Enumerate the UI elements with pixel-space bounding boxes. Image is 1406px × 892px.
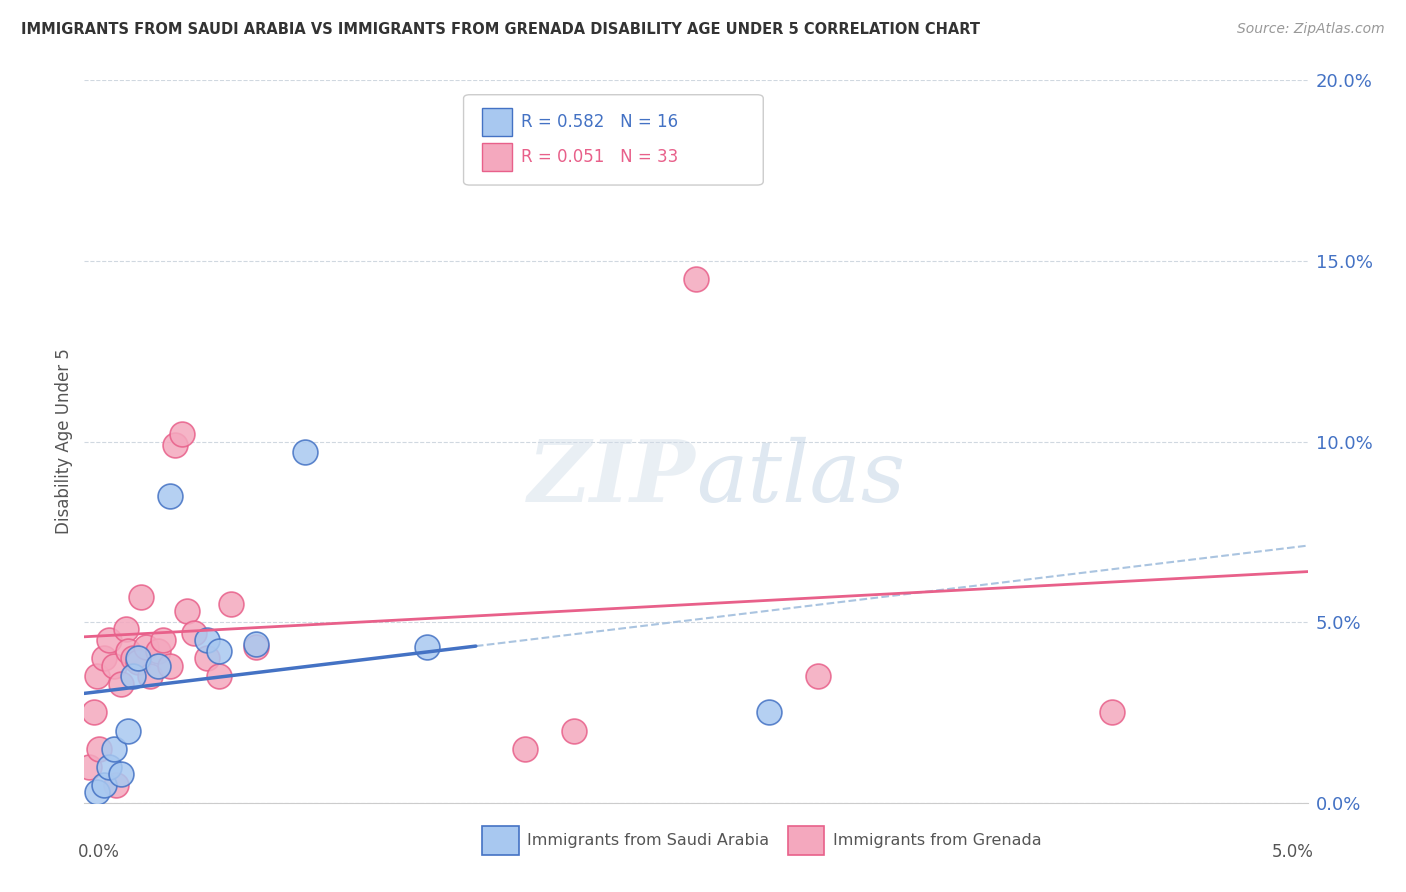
- Point: [97, 760, 120, 774]
- Point: [115, 623, 138, 637]
- Point: [110, 676, 132, 690]
- Text: ZIP: ZIP: [529, 436, 696, 519]
- Point: [103, 741, 125, 756]
- Point: [146, 658, 169, 673]
- Point: [152, 633, 174, 648]
- Point: [105, 778, 128, 792]
- Point: [758, 706, 780, 720]
- Point: [117, 644, 139, 658]
- Point: [163, 438, 186, 452]
- Point: [129, 590, 152, 604]
- Point: [562, 723, 585, 738]
- Point: [127, 655, 149, 669]
- Point: [127, 651, 149, 665]
- Point: [245, 637, 267, 651]
- Y-axis label: Disability Age Under 5: Disability Age Under 5: [55, 349, 73, 534]
- Text: R = 0.051   N = 33: R = 0.051 N = 33: [522, 148, 678, 166]
- Point: [513, 741, 536, 756]
- Point: [294, 445, 316, 459]
- Text: Immigrants from Grenada: Immigrants from Grenada: [832, 833, 1042, 848]
- FancyBboxPatch shape: [464, 95, 763, 185]
- Text: R = 0.582   N = 16: R = 0.582 N = 16: [522, 113, 678, 131]
- Point: [93, 651, 115, 665]
- Point: [208, 669, 231, 683]
- Point: [122, 669, 145, 683]
- Point: [685, 272, 707, 286]
- Point: [103, 658, 125, 673]
- Point: [93, 778, 115, 792]
- Point: [146, 644, 169, 658]
- Point: [97, 633, 120, 648]
- Text: atlas: atlas: [696, 436, 905, 519]
- Text: Immigrants from Saudi Arabia: Immigrants from Saudi Arabia: [527, 833, 769, 848]
- Point: [245, 640, 267, 655]
- Point: [208, 644, 231, 658]
- Point: [172, 427, 194, 442]
- Point: [87, 741, 110, 756]
- Point: [135, 640, 157, 655]
- Bar: [482, 826, 519, 855]
- Point: [159, 658, 181, 673]
- Point: [159, 489, 181, 503]
- Text: 5.0%: 5.0%: [1272, 843, 1313, 861]
- Bar: [482, 143, 513, 170]
- Point: [176, 604, 198, 618]
- Point: [195, 633, 218, 648]
- Point: [117, 723, 139, 738]
- Point: [195, 651, 218, 665]
- Bar: [482, 109, 513, 136]
- Text: Source: ZipAtlas.com: Source: ZipAtlas.com: [1237, 22, 1385, 37]
- Point: [77, 760, 100, 774]
- Text: IMMIGRANTS FROM SAUDI ARABIA VS IMMIGRANTS FROM GRENADA DISABILITY AGE UNDER 5 C: IMMIGRANTS FROM SAUDI ARABIA VS IMMIGRAN…: [21, 22, 980, 37]
- Point: [86, 785, 108, 799]
- Point: [807, 669, 830, 683]
- Text: 0.0%: 0.0%: [79, 843, 120, 861]
- Point: [219, 597, 242, 611]
- Point: [416, 640, 439, 655]
- Point: [139, 669, 162, 683]
- Point: [122, 651, 145, 665]
- Point: [1101, 706, 1123, 720]
- Point: [183, 626, 205, 640]
- Point: [257, 55, 280, 70]
- Point: [86, 669, 108, 683]
- Bar: [787, 826, 824, 855]
- Point: [83, 706, 105, 720]
- Point: [110, 767, 132, 781]
